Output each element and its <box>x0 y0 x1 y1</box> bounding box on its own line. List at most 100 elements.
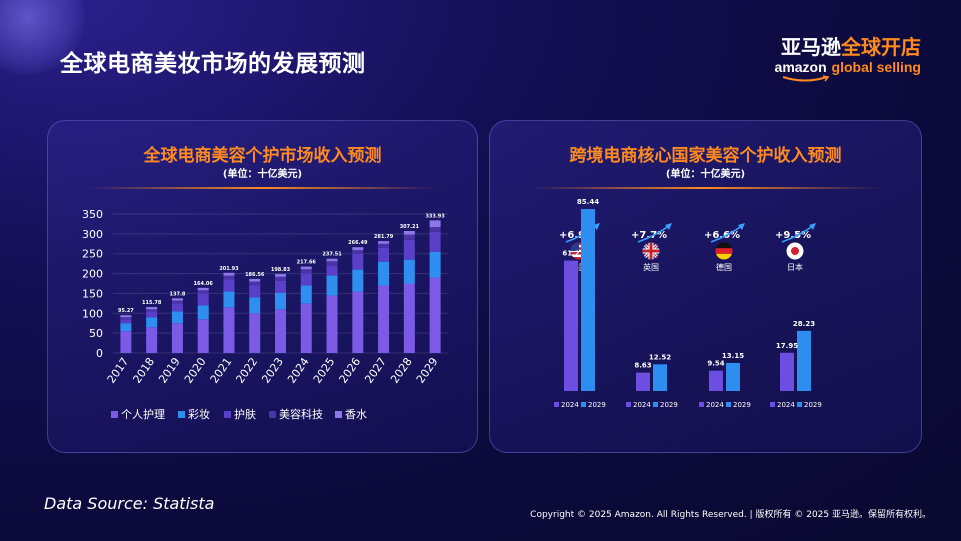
page-title: 全球电商美妆市场的发展预测 <box>60 51 366 77</box>
x-tick-label: 2026 <box>337 355 364 385</box>
legend-label: 香水 <box>345 408 367 421</box>
x-tick-label: 2019 <box>156 355 183 385</box>
bar-segment-2025-1 <box>326 275 338 296</box>
bar-segment-2023-2 <box>275 280 286 293</box>
bar-segment-2027-4 <box>378 241 390 244</box>
bar-segment-2021-4 <box>223 272 235 276</box>
bar-segment-2022-3 <box>249 281 261 286</box>
bar-segment-2023-1 <box>275 292 286 310</box>
bar-segment-2029-2 <box>429 231 441 252</box>
bar-total-label: 237.51 <box>322 252 342 258</box>
bar-total-label: 164.06 <box>194 281 214 287</box>
x-tick-label: 2029 <box>414 355 441 385</box>
bar-segment-2023-3 <box>275 276 286 281</box>
bar-total-label: 198.83 <box>271 267 291 273</box>
right-panel-underline <box>530 187 881 189</box>
bar-2024 <box>564 260 578 391</box>
jp-flag-icon <box>786 242 804 260</box>
bar-segment-2024-4 <box>300 266 312 270</box>
bar-segment-2024-2 <box>300 273 312 286</box>
bar-segment-2025-2 <box>326 265 338 276</box>
growth-rate-label: +6.6% <box>704 230 740 241</box>
legend-label-2029: 2029 <box>588 401 606 409</box>
bar-segment-2028-0 <box>403 283 415 353</box>
us-flag-icon <box>570 242 588 260</box>
bar-value-2029: 28.23 <box>793 320 815 328</box>
bar-segment-2020-4 <box>197 287 209 291</box>
us-canton <box>570 242 579 251</box>
legend-swatch-2024 <box>699 402 704 407</box>
x-tick-label: 2025 <box>311 355 338 385</box>
legend-swatch-2029 <box>726 402 731 407</box>
bar-segment-2019-3 <box>171 300 183 304</box>
bar-value-2024: 9.54 <box>707 360 724 368</box>
legend-label: 个人护理 <box>121 407 165 421</box>
bar-2024 <box>780 352 794 391</box>
bar-segment-2029-0 <box>429 277 441 353</box>
bar-segment-2019-0 <box>171 323 183 353</box>
amazon-global-selling-logo: 亚马逊全球开店 amazon global selling <box>775 36 921 83</box>
bar-value-2029: 12.52 <box>649 353 671 361</box>
brand-en-right: global selling <box>831 59 921 75</box>
bar-segment-2024-3 <box>300 269 312 274</box>
us-stripe <box>570 252 588 255</box>
bar-segment-2028-4 <box>403 230 415 235</box>
bar-segment-2021-1 <box>223 291 235 308</box>
bar-segment-2018-2 <box>146 311 158 318</box>
bar-total-label: 137.8 <box>170 291 186 297</box>
growth-arrowhead-icon <box>665 223 672 230</box>
data-source: Data Source: Statista <box>44 494 215 513</box>
legend-swatch-2029 <box>797 402 802 407</box>
legend-label-2024: 2024 <box>777 401 795 409</box>
bar-value-2024: 17.95 <box>776 342 798 350</box>
legend-swatch-2029 <box>653 402 658 407</box>
bar-segment-2028-3 <box>403 234 415 240</box>
bar-segment-2020-2 <box>197 293 209 306</box>
x-tick-label: 2024 <box>285 355 312 385</box>
de-band <box>715 253 733 260</box>
bar-segment-2019-1 <box>171 311 183 324</box>
legend-swatch-2024 <box>554 402 559 407</box>
left-panel-title: 全球电商美容个护市场收入预测 <box>143 146 382 166</box>
bar-segment-2019-2 <box>171 303 183 312</box>
x-tick-label: 2018 <box>130 355 157 385</box>
legend-label: 护肤 <box>234 407 256 421</box>
growth-arrowhead-icon <box>809 223 816 230</box>
legend-label: 彩妆 <box>188 408 210 421</box>
bar-segment-2018-0 <box>146 327 158 353</box>
bar-segment-2017-3 <box>120 317 132 320</box>
bar-value-2024: 61.2 <box>562 250 579 258</box>
bar-total-label: 307.21 <box>400 224 420 230</box>
bar-total-label: 281.79 <box>374 234 394 240</box>
grouped-bar-chart: +6.9% 美国 61.2 85.44 2024 2029 +7.7% 英国 8.6312.52… <box>554 198 822 409</box>
y-tick-label: 50 <box>89 327 103 340</box>
bar-total-label: 266.49 <box>348 240 368 246</box>
left-panel-unit: (单位：十亿美元) <box>222 169 303 180</box>
bar-segment-2025-4 <box>326 258 338 262</box>
bar-segment-2028-1 <box>403 259 415 284</box>
bar-segment-2026-2 <box>352 253 364 270</box>
growth-rate-label: +6.9% <box>559 230 595 241</box>
country-label: 德国 <box>716 262 732 272</box>
bar-total-label: 201.93 <box>219 266 239 272</box>
bar-2024 <box>709 370 723 391</box>
bar-segment-2018-4 <box>146 307 158 310</box>
legend-label-2024: 2024 <box>561 401 579 409</box>
bar-segment-2026-3 <box>352 250 364 254</box>
bar-segment-2024-1 <box>300 285 312 304</box>
y-tick-label: 200 <box>82 268 103 281</box>
brand-en-left: amazon <box>774 59 827 75</box>
bar-total-label: 186.56 <box>245 272 265 278</box>
bar-segment-2027-3 <box>378 243 390 248</box>
bar-segment-2018-1 <box>146 317 158 328</box>
legend-label-2024: 2024 <box>706 401 724 409</box>
legend-swatch-0 <box>111 411 118 418</box>
bar-segment-2021-0 <box>223 307 235 353</box>
bar-segment-2022-1 <box>249 297 261 314</box>
bar-segment-2021-3 <box>223 275 235 280</box>
bar-total-label: 217.66 <box>297 260 317 266</box>
legend-label-2029: 2029 <box>804 401 822 409</box>
y-tick-label: 250 <box>82 248 103 261</box>
country-label: 美国 <box>571 262 587 272</box>
de-band <box>715 248 733 254</box>
